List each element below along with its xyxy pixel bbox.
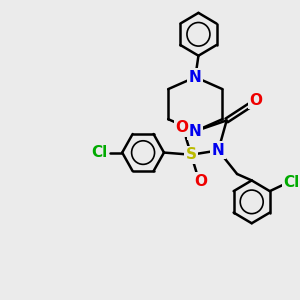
Text: O: O — [249, 93, 262, 108]
Text: N: N — [189, 70, 202, 85]
Text: N: N — [189, 124, 202, 139]
Text: Cl: Cl — [284, 175, 300, 190]
Text: O: O — [175, 120, 188, 135]
Text: N: N — [212, 143, 225, 158]
Text: S: S — [186, 147, 196, 162]
Text: Cl: Cl — [91, 145, 107, 160]
Text: O: O — [194, 174, 207, 189]
